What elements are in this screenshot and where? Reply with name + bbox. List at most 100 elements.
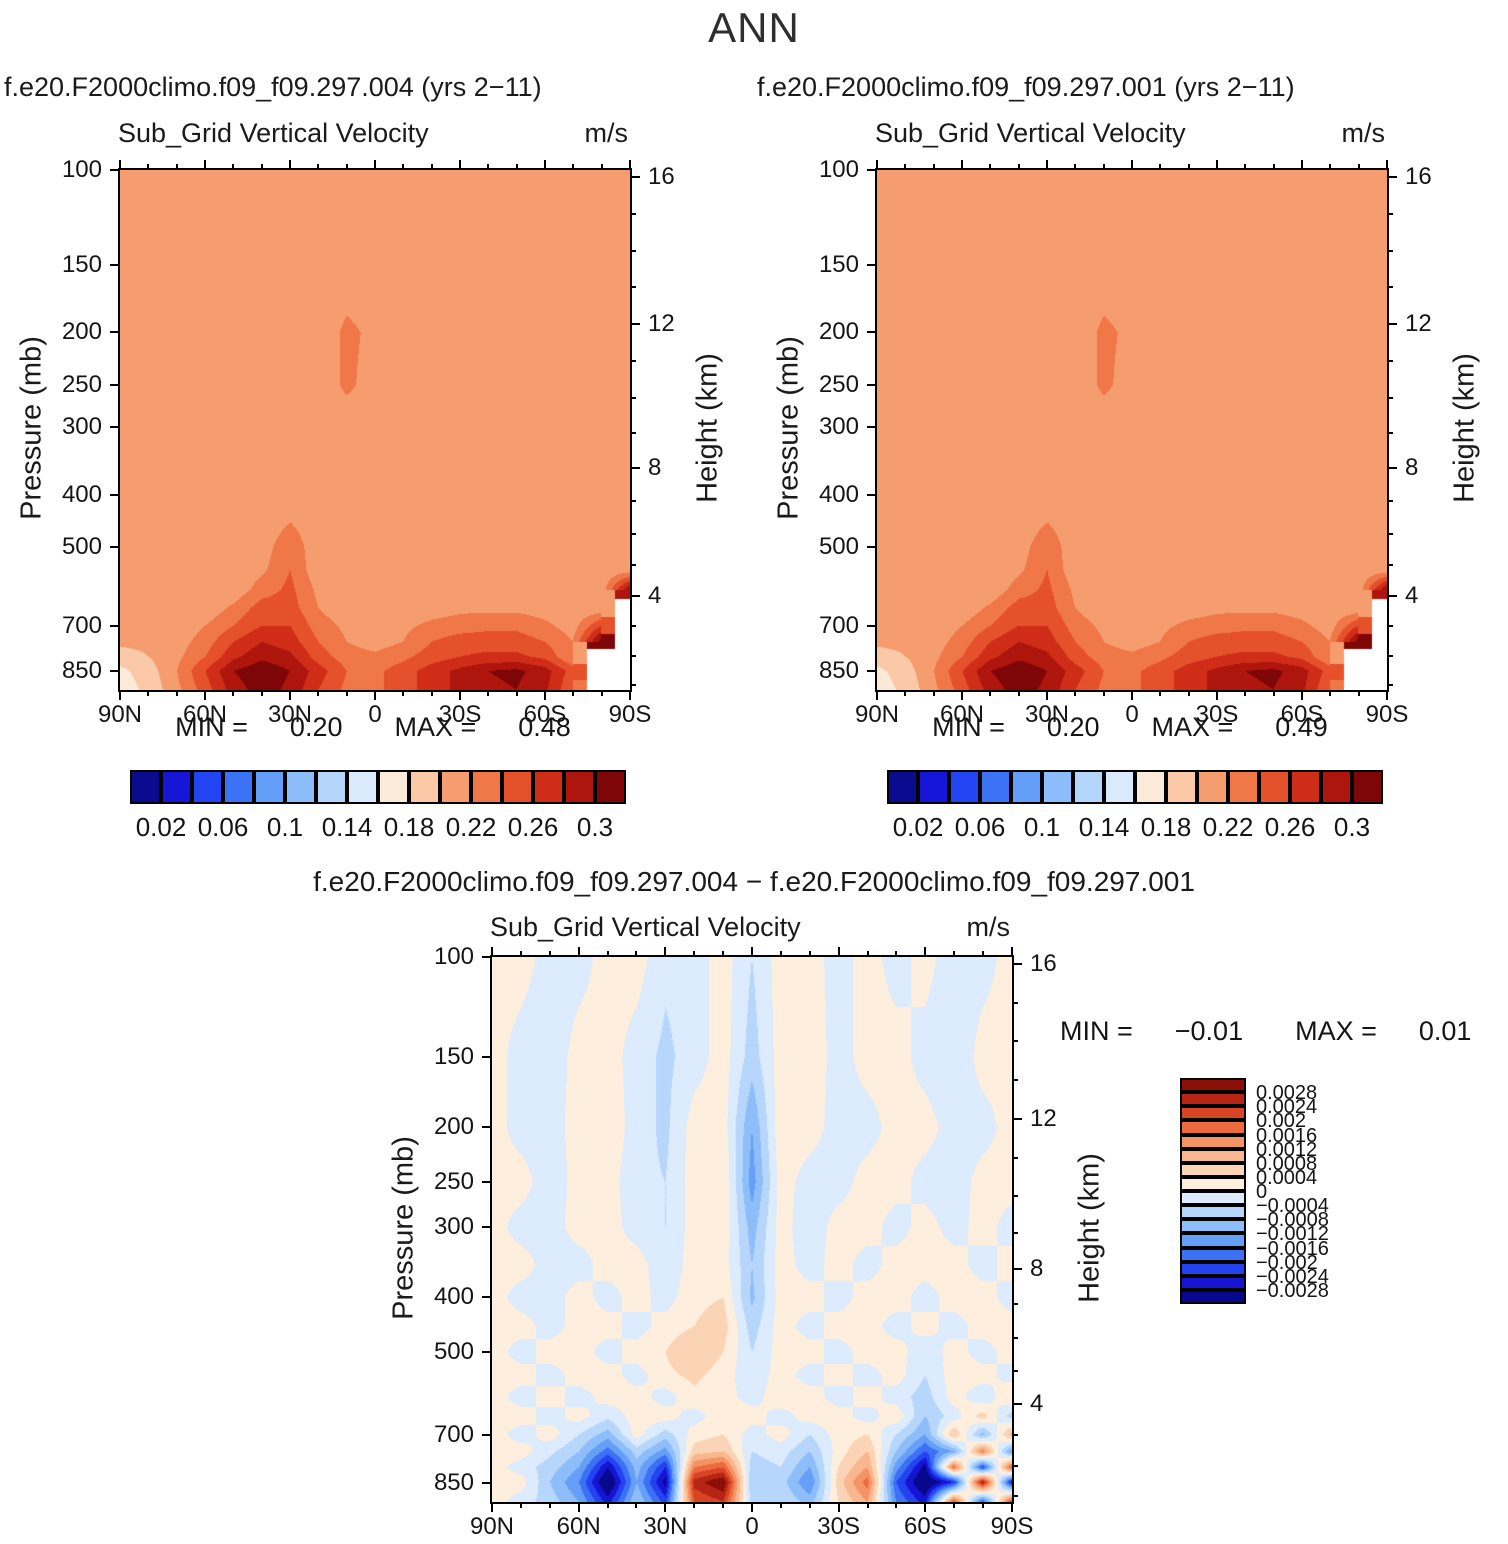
- lat-tick-bottom: [629, 690, 631, 700]
- height-minor-tick: [630, 432, 636, 435]
- colorbar-cell: [1180, 1205, 1246, 1220]
- contour-panel-left: 100 150 200 250 300 400 500 700 850 16 12 8 4 90N 60N 3…: [62, 157, 675, 727]
- pressure-tick: [867, 493, 877, 496]
- height-tick: [630, 175, 640, 178]
- height-tick: [1387, 323, 1397, 326]
- contour-panel-diff: 100 150 200 250 300 400 500 700 850 16 12 8 4 90N 60N 3…: [434, 944, 1057, 1539]
- lat-tick-bottom: [953, 1502, 956, 1508]
- colorbar-tick-label: 0.22: [1202, 812, 1254, 842]
- height-minor-tick: [1387, 396, 1393, 399]
- lat-tick-bottom: [491, 1502, 493, 1512]
- height-tick: [1012, 1117, 1022, 1120]
- pressure-tick: [867, 670, 877, 673]
- colorbar-tick-label: 0.26: [1264, 812, 1316, 842]
- lat-tick-bottom: [402, 690, 405, 696]
- colorbar-tick-label: 0.22: [445, 812, 497, 842]
- colorbar-cell: [1011, 770, 1042, 804]
- lat-tick-bottom: [924, 1502, 927, 1512]
- pressure-tick-label: 700: [61, 611, 102, 639]
- height-minor-tick: [630, 499, 636, 502]
- max-value-right: 0.49: [1275, 712, 1328, 742]
- colorbar-tick-label: 0.26: [507, 812, 559, 842]
- pressure-tick: [867, 426, 877, 429]
- pressure-tick: [482, 1433, 492, 1436]
- min-label-left: MIN =: [175, 712, 248, 742]
- colorbar-tick-label: 0.1: [1023, 812, 1061, 842]
- height-minor-tick: [630, 286, 636, 289]
- lat-tick-bottom: [544, 690, 546, 700]
- pressure-tick-label: 850: [61, 657, 102, 685]
- height-minor-tick: [1012, 1434, 1018, 1437]
- colorbar-cell: [502, 770, 533, 804]
- colorbar-cell: [949, 770, 980, 804]
- colorbar-tick-label: −0.0012: [1256, 1223, 1329, 1246]
- colorbar-tick-label: 0.002: [1256, 1110, 1307, 1133]
- height-tick: [630, 466, 640, 469]
- colorbar-tick-label: 0.06: [197, 812, 249, 842]
- min-label-right: MIN =: [932, 712, 1005, 742]
- pressure-tick: [110, 624, 120, 627]
- lat-tick-top: [1131, 160, 1133, 170]
- colorbar-cell: [1180, 1191, 1246, 1206]
- lat-tick-top: [374, 160, 376, 170]
- pressure-tick: [867, 546, 877, 549]
- lat-tick-top: [932, 164, 935, 170]
- lat-tick-label: 90N: [469, 1513, 515, 1540]
- lat-tick-label: 60N: [939, 701, 985, 728]
- height-tick-label: 16: [1405, 162, 1432, 190]
- colorbar-cell: [1180, 1092, 1246, 1107]
- colorbar-cell: [1180, 1247, 1246, 1262]
- colorbar-cell: [378, 770, 409, 804]
- colorbar-right: 0.02 0.06 0.1 0.14 0.18 0.22 0.26 0.3: [887, 770, 1383, 842]
- lat-tick-bottom: [1272, 690, 1275, 696]
- lat-tick-label: 0: [368, 701, 382, 728]
- colorbar-tick-label: 0.0008: [1256, 1152, 1318, 1175]
- lat-tick-label: 0: [1125, 701, 1139, 728]
- lat-tick-bottom: [175, 690, 178, 696]
- lat-tick-label: 90N: [854, 701, 900, 728]
- colorbar-tick-label: 0.3: [576, 812, 614, 842]
- lat-tick-top: [1329, 164, 1332, 170]
- pressure-tick-label: 200: [433, 1113, 474, 1141]
- lat-tick-top: [1357, 164, 1360, 170]
- lat-tick-bottom: [1187, 690, 1190, 696]
- height-minor-tick: [1387, 499, 1393, 502]
- lat-tick-top: [232, 164, 235, 170]
- pressure-tick: [482, 1055, 492, 1058]
- lat-tick-bottom: [519, 1502, 522, 1508]
- plot-units-diff: m/s: [966, 912, 1011, 942]
- lat-tick-top: [1046, 160, 1048, 170]
- lat-tick-bottom: [1131, 690, 1133, 700]
- height-tick-label: 12: [1030, 1104, 1057, 1132]
- pressure-tick-label: 500: [818, 533, 859, 561]
- colorbar-cell: [1180, 1120, 1246, 1135]
- pressure-tick-label: 400: [61, 480, 102, 508]
- pressure-tick: [482, 1351, 492, 1354]
- lat-tick-bottom: [722, 1502, 725, 1508]
- lat-tick-top: [779, 951, 782, 957]
- height-minor-tick: [1387, 432, 1393, 435]
- lat-tick-bottom: [1159, 690, 1162, 696]
- subtitle-row-diff: Sub_Grid Vertical Velocity m/s: [490, 912, 1010, 943]
- lat-tick-top: [491, 947, 493, 957]
- lat-tick-bottom: [515, 690, 518, 696]
- plot-title-left: Sub_Grid Vertical Velocity: [118, 118, 429, 148]
- lat-tick-label: 60N: [182, 701, 228, 728]
- lat-tick-top: [430, 164, 433, 170]
- max-value-diff: 0.01: [1418, 1016, 1472, 1046]
- lat-tick-top: [519, 951, 522, 957]
- max-label-diff: MAX =: [1295, 1016, 1377, 1046]
- lat-tick-top: [1216, 160, 1218, 170]
- height-minor-tick: [630, 360, 636, 363]
- minmax-right: MIN = 0.20 MAX = 0.49: [875, 712, 1385, 743]
- height-tick: [1012, 1402, 1022, 1405]
- lat-tick-bottom: [260, 690, 263, 696]
- lat-tick-top: [982, 951, 985, 957]
- lat-tick-top: [1159, 164, 1162, 170]
- lat-tick-bottom: [876, 690, 878, 700]
- lat-tick-bottom: [459, 690, 461, 700]
- lat-tick-top: [1017, 164, 1020, 170]
- pressure-tick-label: 300: [818, 413, 859, 441]
- lat-tick-bottom: [204, 690, 206, 700]
